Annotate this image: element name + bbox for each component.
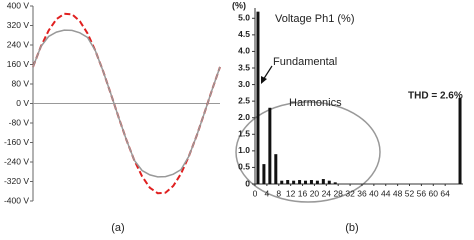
- annotation: Harmonics: [289, 97, 342, 109]
- annotation: Fundamental: [273, 56, 337, 68]
- x-tick-label: 4: [265, 188, 270, 198]
- y-tick-label: 80 V: [12, 78, 30, 88]
- caption: (b): [345, 222, 358, 234]
- y-tick-label: 4.0: [238, 46, 250, 56]
- line: [32, 29, 221, 178]
- bar: [280, 180, 284, 184]
- x-tick-label: 20: [310, 188, 320, 198]
- x-tick-label: 12: [286, 188, 296, 198]
- x-tick-label: 36: [357, 188, 367, 198]
- x-tick-label: 24: [322, 188, 332, 198]
- bar: [262, 164, 266, 184]
- y-tick-label: 1.5: [238, 129, 250, 139]
- y-tick-label: 5.0: [238, 13, 250, 23]
- y-tick-label: 2.5: [238, 95, 250, 105]
- annotation: THD = 2.6%: [408, 91, 463, 102]
- y-tick-label: 0 V: [16, 98, 29, 108]
- x-tick-label: 44: [381, 188, 391, 198]
- bar: [315, 180, 319, 184]
- y-axis-label: (%): [232, 0, 246, 10]
- y-tick-label: 320 V: [7, 20, 30, 30]
- y-tick-label: 0.5: [238, 162, 250, 172]
- arrow-head: [261, 76, 267, 84]
- x-tick-label: 40: [369, 188, 379, 198]
- y-tick-label: -160 V: [4, 137, 29, 147]
- y-tick-label: -400 V: [4, 195, 29, 205]
- bar: [458, 97, 462, 184]
- x-tick-label: 56: [417, 188, 427, 198]
- y-tick-label: -80 V: [9, 117, 30, 127]
- x-tick-label: 64: [440, 188, 450, 198]
- bar: [321, 179, 325, 184]
- x-tick-label: 0: [253, 188, 258, 198]
- y-tick-label: 3.0: [238, 79, 250, 89]
- x-tick-label: 28: [333, 188, 343, 198]
- y-tick-label: 3.5: [238, 62, 250, 72]
- bar: [327, 180, 331, 184]
- chart-title: Voltage Ph1 (%): [275, 13, 355, 25]
- y-tick-label: 4.5: [238, 29, 250, 39]
- y-tick-label: -240 V: [4, 156, 29, 166]
- y-tick-label: 2.0: [238, 112, 250, 122]
- y-tick-label: 1.0: [238, 145, 250, 155]
- bar: [286, 180, 290, 184]
- bar: [268, 107, 272, 184]
- bar: [298, 180, 302, 184]
- x-tick-label: 32: [345, 188, 355, 198]
- harmonics-ellipse: [235, 101, 381, 203]
- y-tick-label: -320 V: [4, 176, 29, 186]
- y-tick-label: 400 V: [7, 0, 30, 10]
- y-tick-label: 240 V: [7, 39, 30, 49]
- bar: [309, 180, 313, 184]
- bar: [304, 180, 308, 184]
- arrow-shaft: [262, 65, 273, 81]
- x-tick-label: 60: [429, 188, 439, 198]
- x-tick-label: 8: [276, 188, 281, 198]
- caption: (a): [111, 222, 124, 234]
- bar: [292, 180, 296, 184]
- x-tick-label: 16: [298, 188, 308, 198]
- x-tick-label: 48: [393, 188, 403, 198]
- x-tick-label: 52: [405, 188, 415, 198]
- bar: [274, 154, 278, 184]
- bar: [333, 182, 337, 184]
- y-tick-label: 0: [245, 178, 250, 188]
- y-tick-label: 160 V: [7, 59, 30, 69]
- bar: [256, 11, 260, 185]
